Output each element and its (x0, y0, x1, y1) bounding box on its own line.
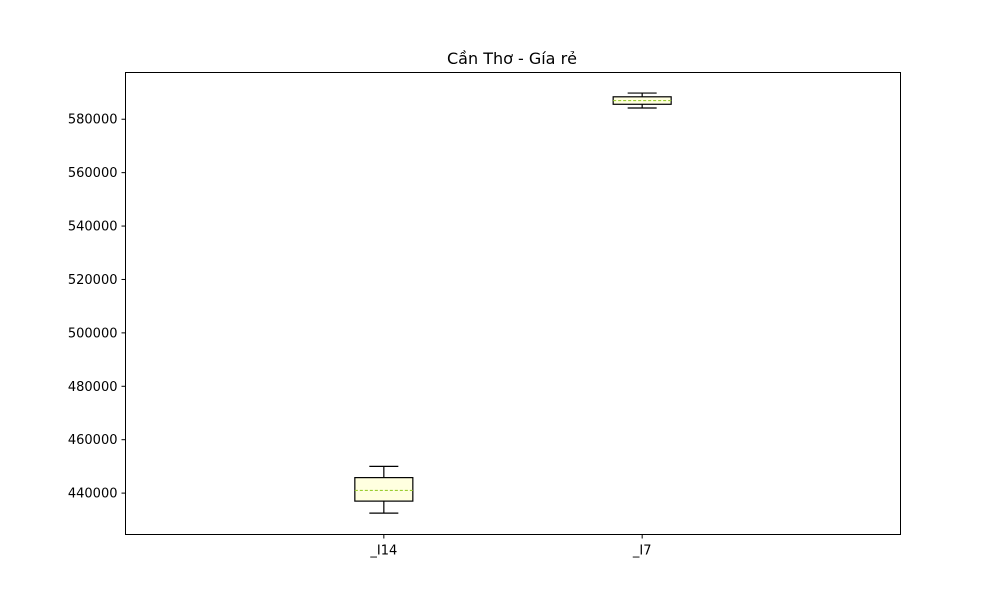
chart-title: Cần Thơ - Gía rẻ (447, 49, 577, 68)
y-tick-label: 440000 (68, 487, 118, 502)
y-tick-label: 560000 (68, 166, 118, 181)
y-tick-label: 500000 (68, 326, 118, 341)
y-tick-label: 540000 (68, 220, 118, 235)
x-tick-label: _I7 (632, 544, 652, 559)
plot-area: 440000 460000 480000 500000 520000 540000 5600… (68, 92, 672, 559)
y-tick-label: 580000 (68, 113, 118, 128)
y-tick-label: 520000 (68, 273, 118, 288)
y-tick-label: 460000 (68, 433, 118, 448)
x-tick-label: _I14 (369, 544, 397, 559)
y-tick-label: 480000 (68, 380, 118, 395)
plot-frame (125, 72, 901, 535)
box-body (612, 96, 672, 105)
box-body (354, 477, 414, 502)
